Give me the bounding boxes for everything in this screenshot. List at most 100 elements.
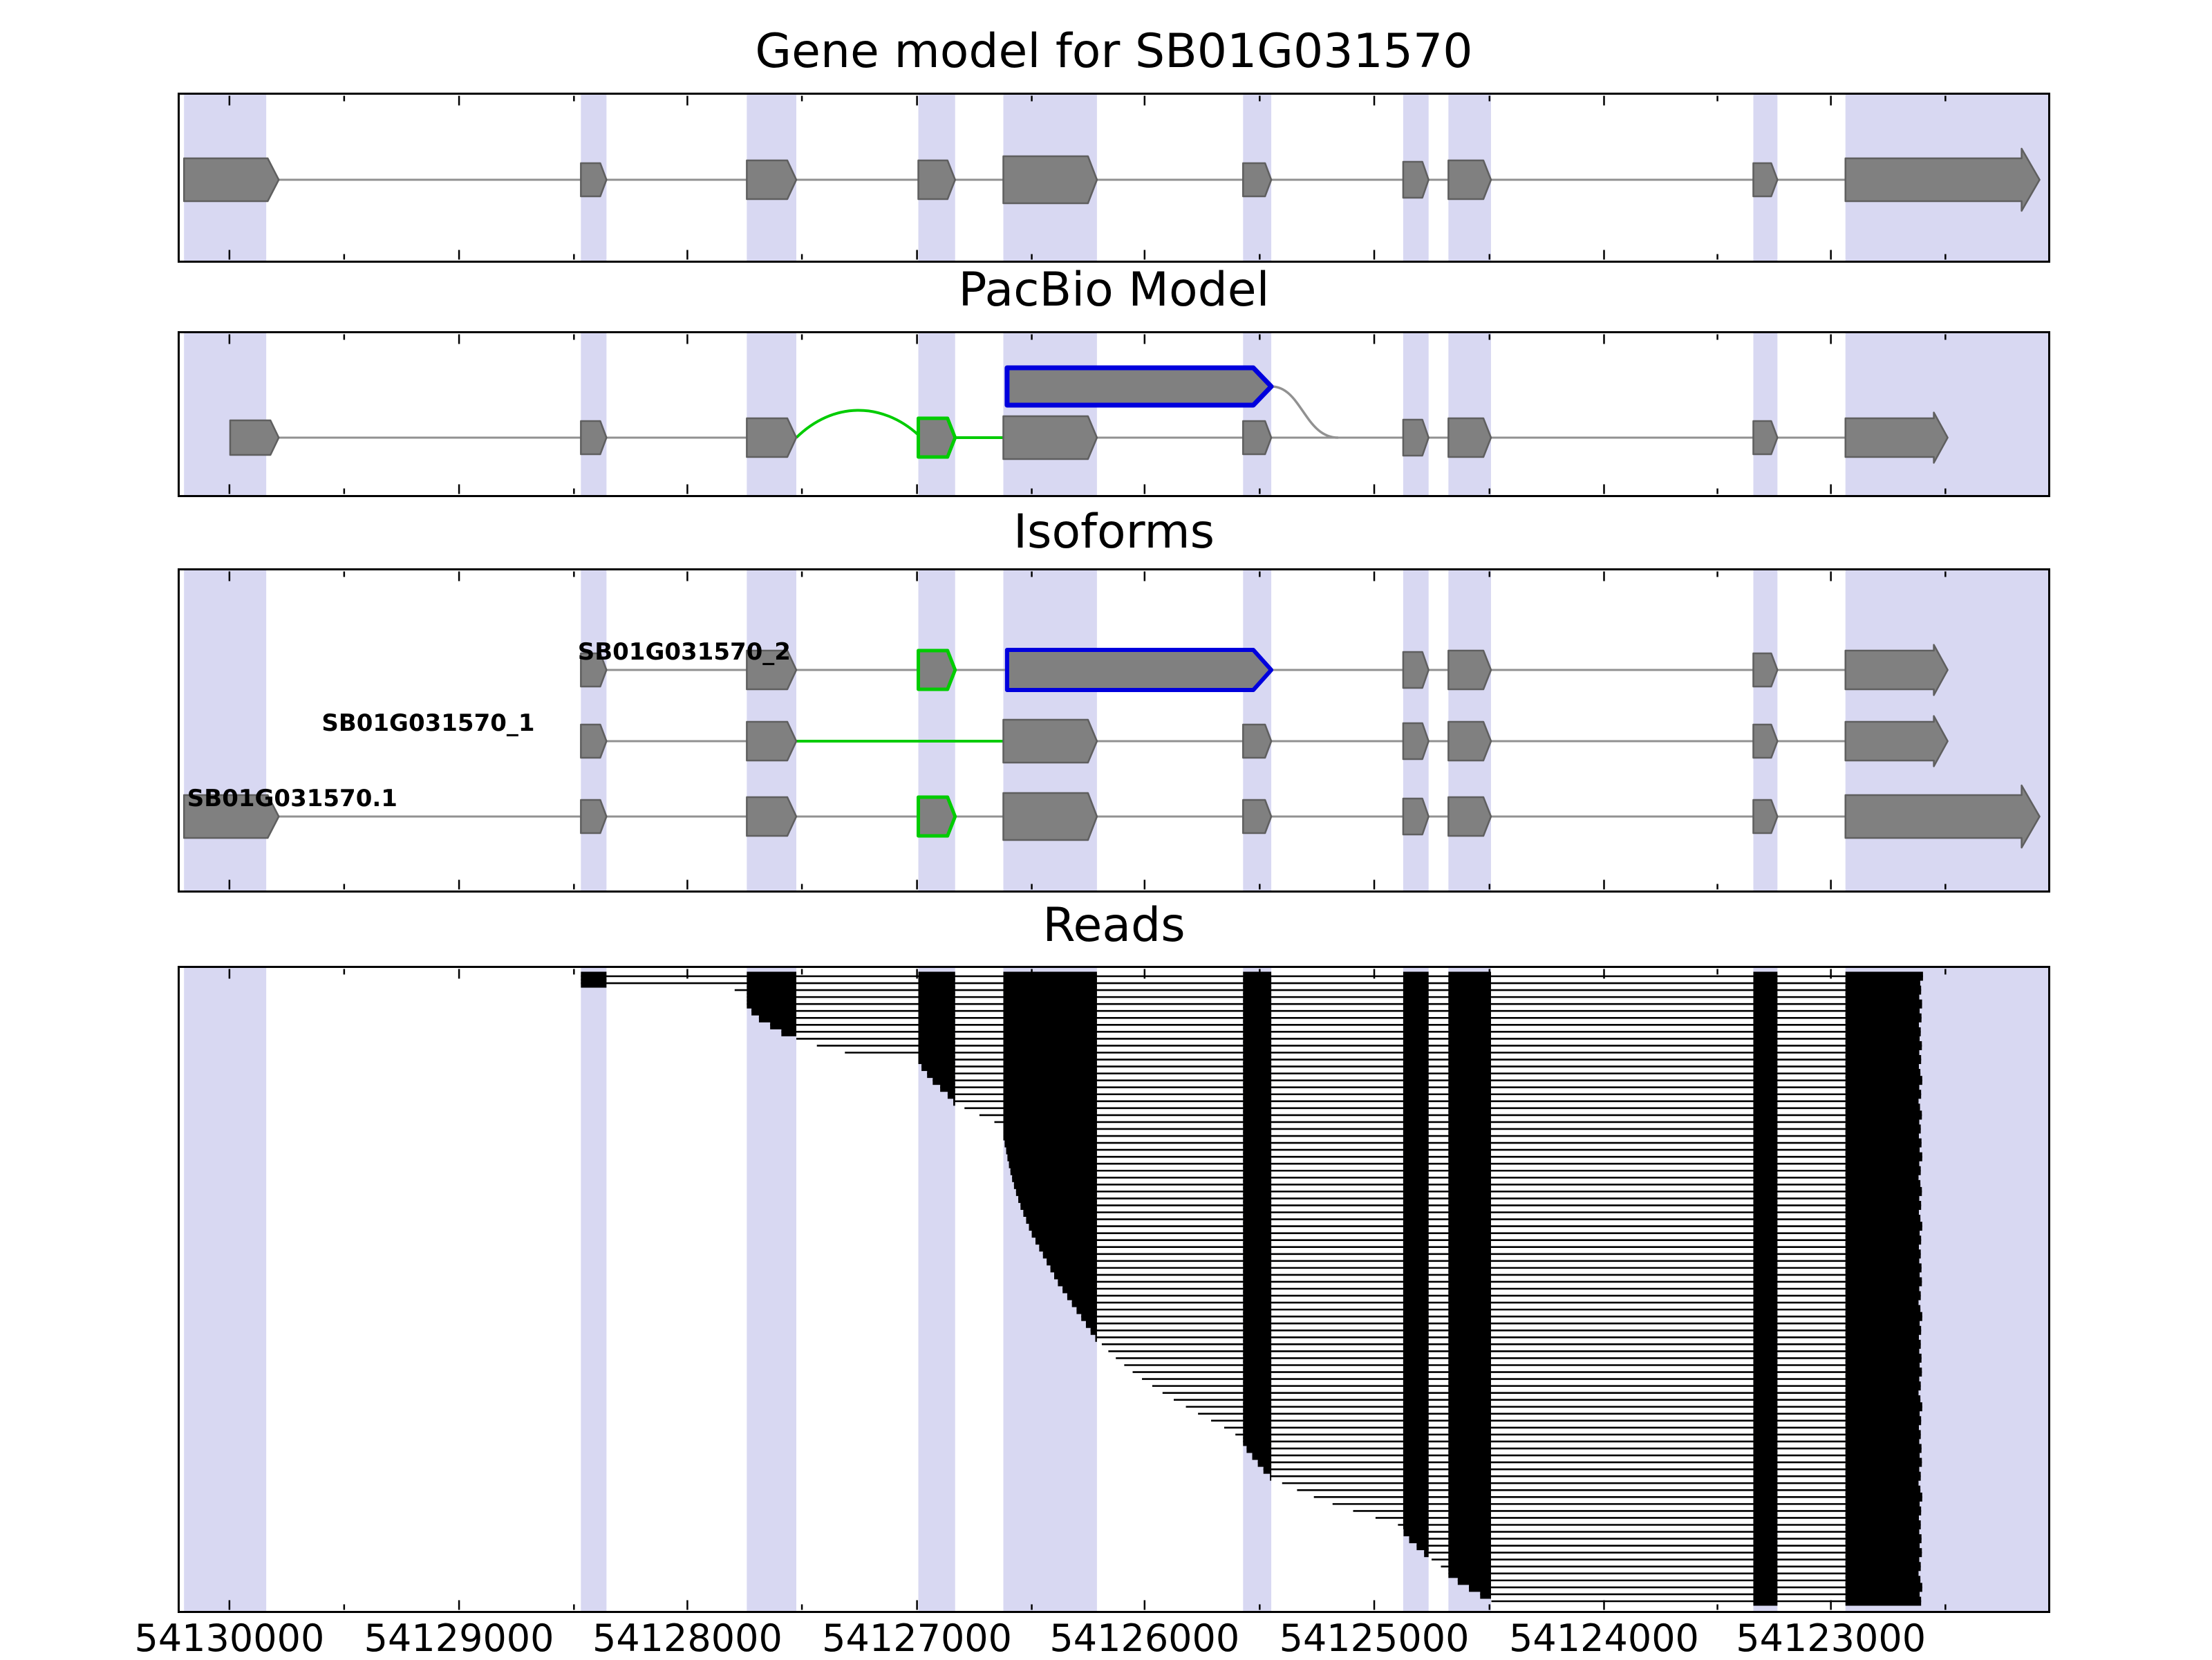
- read-exon-block: [1845, 1402, 1922, 1412]
- read-exon-block: [1243, 1152, 1272, 1162]
- isoform-label: SB01G031570_1: [321, 709, 535, 737]
- read-exon-block: [1448, 1200, 1491, 1210]
- read-exon-block: [1243, 1346, 1272, 1356]
- read-exon-block: [1845, 1499, 1920, 1509]
- read-exon-block: [1263, 1464, 1272, 1474]
- read-exon-block: [1753, 1318, 1778, 1328]
- read-exon-block: [1448, 1506, 1491, 1516]
- read-exon-block: [1243, 1374, 1272, 1384]
- read-exon-block: [947, 1090, 955, 1099]
- read-exon-block: [1003, 1097, 1097, 1106]
- read-exon-block: [1448, 1076, 1491, 1085]
- read-exon-block: [1469, 1583, 1491, 1592]
- read-exon-block: [1448, 1013, 1491, 1023]
- read-exon-block: [1753, 1520, 1778, 1530]
- read-exon-block: [1403, 1235, 1429, 1245]
- read-exon-block: [1403, 1263, 1429, 1273]
- read-exon-block: [1403, 1353, 1429, 1363]
- read-exon-block: [1845, 1097, 1919, 1106]
- read-exon-block: [1243, 1034, 1272, 1043]
- read-exon-block: [1243, 1353, 1272, 1363]
- read-exon-block: [1753, 1222, 1778, 1231]
- read-exon-block: [953, 1097, 955, 1106]
- read-exon-block: [1845, 1541, 1920, 1551]
- read-exon-block: [1403, 1291, 1429, 1300]
- read-exon-block: [1845, 1534, 1922, 1544]
- exon-highlight-band: [918, 333, 955, 495]
- read-exon-block: [1753, 1339, 1778, 1349]
- read-exon-block: [1845, 1298, 1919, 1307]
- read-exon-block: [1403, 1402, 1429, 1412]
- read-exon-block: [1448, 1131, 1491, 1141]
- read-exon-block: [1403, 1318, 1429, 1328]
- read-exon-block: [1753, 1097, 1778, 1106]
- read-exon-block: [1845, 1423, 1919, 1433]
- read-exon-block: [1448, 1047, 1491, 1057]
- read-exon-block: [1753, 1346, 1778, 1356]
- read-exon-block: [1023, 1208, 1097, 1218]
- isoforms-title: Isoforms: [1013, 505, 1215, 559]
- read-exon-block: [1448, 1090, 1491, 1099]
- read-exon-block: [1403, 1430, 1429, 1439]
- read-exon-block: [1403, 1368, 1429, 1377]
- read-exon-block: [1243, 1076, 1272, 1085]
- x-tick-label: 54129000: [364, 1616, 554, 1660]
- read-exon-block: [1081, 1312, 1097, 1321]
- read-exon-block: [1243, 1395, 1272, 1405]
- read-exon-block: [1845, 1506, 1922, 1516]
- read-exon-block: [1003, 971, 1097, 981]
- read-exon-block: [1003, 1103, 1097, 1113]
- read-exon-block: [1448, 1229, 1491, 1238]
- isoform-label: SB01G031570_2: [577, 638, 791, 666]
- read-exon-block: [1753, 1020, 1778, 1029]
- read-exon-block: [1753, 1451, 1778, 1460]
- read-exon-block: [1753, 1374, 1778, 1384]
- read-exon-block: [1403, 1173, 1429, 1182]
- read-exon-block: [1448, 1159, 1491, 1168]
- read-exon-block: [1753, 1583, 1778, 1592]
- read-exon-block: [1845, 1222, 1922, 1231]
- read-exon-block: [1403, 1298, 1429, 1307]
- read-exon-block: [751, 1006, 796, 1016]
- exon: [1242, 799, 1273, 834]
- exon-highlight-band: [747, 333, 796, 495]
- read-exon-block: [1243, 1083, 1272, 1092]
- exon: [1242, 723, 1273, 759]
- read-exon-block: [1845, 1471, 1921, 1481]
- read-exon-block: [1403, 1229, 1429, 1238]
- read-exon-block: [1243, 1166, 1272, 1175]
- read-exon-block: [1243, 1242, 1272, 1252]
- read-exon-block: [1403, 1520, 1429, 1530]
- read-exon-block: [1845, 1047, 1920, 1057]
- read-exon-block: [1243, 1020, 1272, 1029]
- read-exon-block: [1845, 1437, 1920, 1446]
- exon: [1752, 652, 1779, 688]
- read-exon-block: [1753, 1069, 1778, 1079]
- read-exon-block: [1753, 1381, 1778, 1391]
- read-exon-block: [1753, 1534, 1778, 1544]
- exon: [580, 723, 608, 759]
- read-exon-block: [1753, 1562, 1778, 1572]
- read-exon-block: [1243, 1208, 1272, 1218]
- read-exon-block: [1403, 1325, 1429, 1335]
- reads-panel: [178, 966, 2050, 1613]
- read-exon-block: [1003, 1055, 1097, 1065]
- exon-highlight-band: [1403, 333, 1429, 495]
- exon: [1844, 147, 2041, 212]
- exon: [1402, 651, 1430, 689]
- read-exon-block: [1403, 1332, 1429, 1342]
- read-exon-block: [1403, 1200, 1429, 1210]
- read-exon-block: [1403, 1471, 1429, 1481]
- read-exon-block: [1003, 1131, 1097, 1141]
- read-exon-block: [1403, 1027, 1429, 1036]
- exon: [580, 799, 608, 834]
- retained-exon-blue: [1004, 648, 1274, 692]
- read-exon-block: [1448, 1298, 1491, 1307]
- read-exon-block: [1845, 1305, 1921, 1314]
- read-exon-block: [1753, 1444, 1778, 1453]
- read-exon-block: [1067, 1291, 1097, 1300]
- read-exon-block: [1403, 1339, 1429, 1349]
- read-exon-block: [1753, 1368, 1778, 1377]
- read-exon-block: [918, 999, 955, 1009]
- read-exon-block: [1403, 1381, 1429, 1391]
